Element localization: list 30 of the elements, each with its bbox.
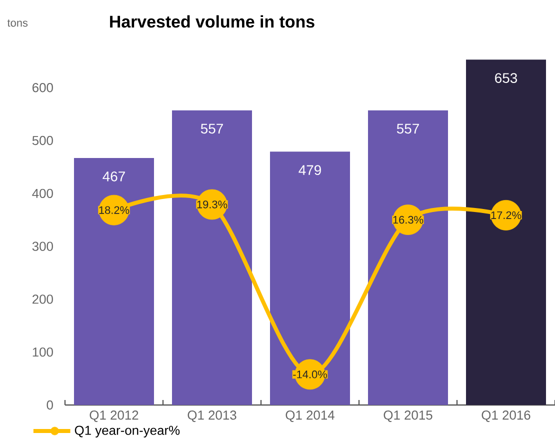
x-tick-label: Q1 2012 <box>90 410 138 422</box>
data-label: 17.2% <box>491 211 522 220</box>
y-tick-label: 300 <box>32 242 53 251</box>
data-label: 16.3% <box>393 216 424 224</box>
x-tick-label: Q1 2014 <box>286 410 334 422</box>
data-label: 479 <box>298 165 321 176</box>
data-label: 467 <box>102 171 125 182</box>
legend-label: Q1 year-on-year% <box>74 426 180 438</box>
bar <box>74 158 154 405</box>
data-label: 557 <box>200 124 223 134</box>
x-tick-label: Q1 2013 <box>188 410 236 422</box>
chart-title: Harvested volume in tons <box>110 15 314 28</box>
y-tick-label: 100 <box>32 348 53 357</box>
data-label: 653 <box>495 73 518 83</box>
x-tick-label: Q1 2015 <box>384 410 432 422</box>
bar <box>368 110 448 405</box>
data-label: 557 <box>396 124 419 134</box>
bar <box>466 60 546 405</box>
data-label: 18.2% <box>99 206 130 214</box>
y-tick-label: 500 <box>32 136 53 146</box>
y-tick-label: 200 <box>32 294 53 304</box>
y-axis-title: tons <box>7 20 28 27</box>
y-tick-label: 600 <box>32 83 53 92</box>
data-label: 19.3% <box>197 200 228 208</box>
bar <box>172 110 252 405</box>
bar <box>270 152 350 405</box>
y-tick-label: 0 <box>46 400 53 410</box>
data-label: -14.0% <box>293 370 327 378</box>
y-tick-label: 400 <box>32 188 53 198</box>
x-tick-label: Q1 2016 <box>482 410 530 422</box>
